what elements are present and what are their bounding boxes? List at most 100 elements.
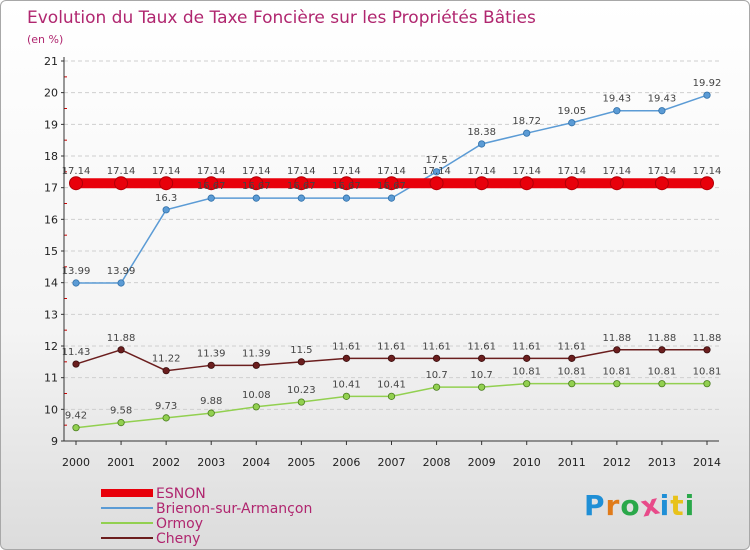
x-tick-label: 2014 (693, 456, 721, 469)
data-label: 17.14 (107, 166, 136, 177)
x-tick-label: 2001 (107, 456, 135, 469)
legend-label: Cheny (156, 531, 200, 547)
data-point (478, 140, 486, 148)
data-label: 17.14 (648, 166, 677, 177)
data-label: 19.92 (693, 78, 722, 89)
data-point (117, 346, 125, 354)
x-tick-label: 2012 (603, 456, 631, 469)
y-tick-label: 15 (44, 245, 58, 258)
data-label: 11.88 (603, 333, 632, 344)
data-point (297, 358, 305, 366)
data-point (568, 119, 576, 127)
data-point (658, 346, 666, 354)
data-point (117, 279, 125, 287)
data-point (703, 346, 711, 354)
data-label: 17.14 (422, 166, 451, 177)
data-point (342, 354, 351, 362)
axes: 9 10 11 12 13 14 15 16 17 18 19 20 21 2000 2001 2002 200… (44, 55, 721, 469)
data-label: 10.7 (471, 370, 493, 381)
data-label: 17.14 (467, 166, 496, 177)
y-tick-label: 16 (44, 213, 58, 226)
data-label: 17.14 (287, 166, 316, 177)
data-label: 16.67 (287, 181, 316, 192)
data-label: 10.41 (377, 379, 406, 390)
y-tick-label: 17 (44, 182, 58, 195)
data-label: 10.81 (557, 367, 586, 378)
x-tick-label: 2003 (197, 456, 225, 469)
data-label: 11.61 (332, 341, 361, 352)
y-tick-label: 12 (44, 340, 58, 353)
data-label: 10.23 (287, 385, 316, 396)
proxiti-logo: Proxiti (584, 487, 696, 524)
data-point (519, 176, 534, 191)
data-label: 13.99 (107, 266, 136, 277)
data-point (658, 380, 666, 388)
data-point (252, 194, 260, 202)
data-point (162, 414, 170, 422)
data-label: 17.14 (377, 166, 406, 177)
data-label: 16.67 (377, 181, 406, 192)
data-point (700, 176, 714, 191)
data-point (523, 354, 531, 362)
data-point (387, 194, 396, 202)
y-tick-label: 21 (44, 55, 58, 68)
data-point (478, 354, 486, 362)
y-tick-label: 13 (44, 308, 58, 321)
chart-subtitle: (en %) (27, 33, 63, 46)
y-tick-label: 10 (44, 403, 58, 416)
data-point (297, 194, 305, 202)
data-label: 16.67 (332, 181, 361, 192)
data-point (613, 107, 621, 115)
data-point (339, 176, 354, 191)
data-label: 10.81 (603, 367, 632, 378)
data-label: 16.67 (197, 181, 226, 192)
data-label: 19.05 (557, 106, 586, 117)
data-label: 11.88 (107, 333, 136, 344)
data-label: 17.14 (512, 166, 541, 177)
y-tick-label: 14 (44, 277, 58, 290)
data-label: 10.81 (648, 367, 677, 378)
legend-label: ESNON (156, 486, 206, 502)
data-label: 17.14 (557, 166, 586, 177)
data-label: 17.14 (62, 166, 91, 177)
data-label: 10.7 (425, 370, 447, 381)
y-tick-label: 19 (44, 118, 58, 131)
data-point (207, 361, 215, 369)
data-labels: 17.14 17.14 17.14 17.14 17.14 17.14 17.14 17.14… (62, 78, 722, 422)
x-tick-label: 2010 (513, 456, 541, 469)
data-label: 10.08 (242, 390, 271, 401)
data-label: 17.14 (197, 166, 226, 177)
data-label: 13.99 (62, 266, 91, 277)
data-label: 11.88 (648, 333, 677, 344)
data-point (703, 380, 711, 388)
data-label: 11.61 (422, 341, 451, 352)
data-point (564, 176, 579, 191)
data-point (703, 91, 711, 99)
data-point (474, 176, 489, 191)
x-tick-label: 2008 (423, 456, 451, 469)
data-point (478, 383, 486, 391)
data-label: 17.5 (425, 155, 447, 166)
data-point (69, 176, 83, 191)
data-label: 17.14 (693, 166, 722, 177)
data-point (523, 380, 531, 388)
data-point (523, 129, 531, 137)
data-point (342, 392, 351, 400)
data-label: 11.61 (467, 341, 496, 352)
data-point (568, 380, 576, 388)
data-label: 9.58 (110, 406, 132, 417)
legend-label: Brienon-sur-Armançon (156, 501, 312, 517)
data-point (207, 194, 215, 202)
data-point (387, 354, 396, 362)
data-label: 9.42 (65, 411, 87, 422)
data-point (162, 367, 170, 375)
data-point (207, 409, 215, 417)
data-point (252, 361, 260, 369)
data-point (432, 383, 441, 391)
data-label: 10.81 (693, 367, 722, 378)
y-tick-label: 11 (44, 372, 58, 385)
data-point (249, 176, 264, 191)
data-point (72, 279, 80, 287)
